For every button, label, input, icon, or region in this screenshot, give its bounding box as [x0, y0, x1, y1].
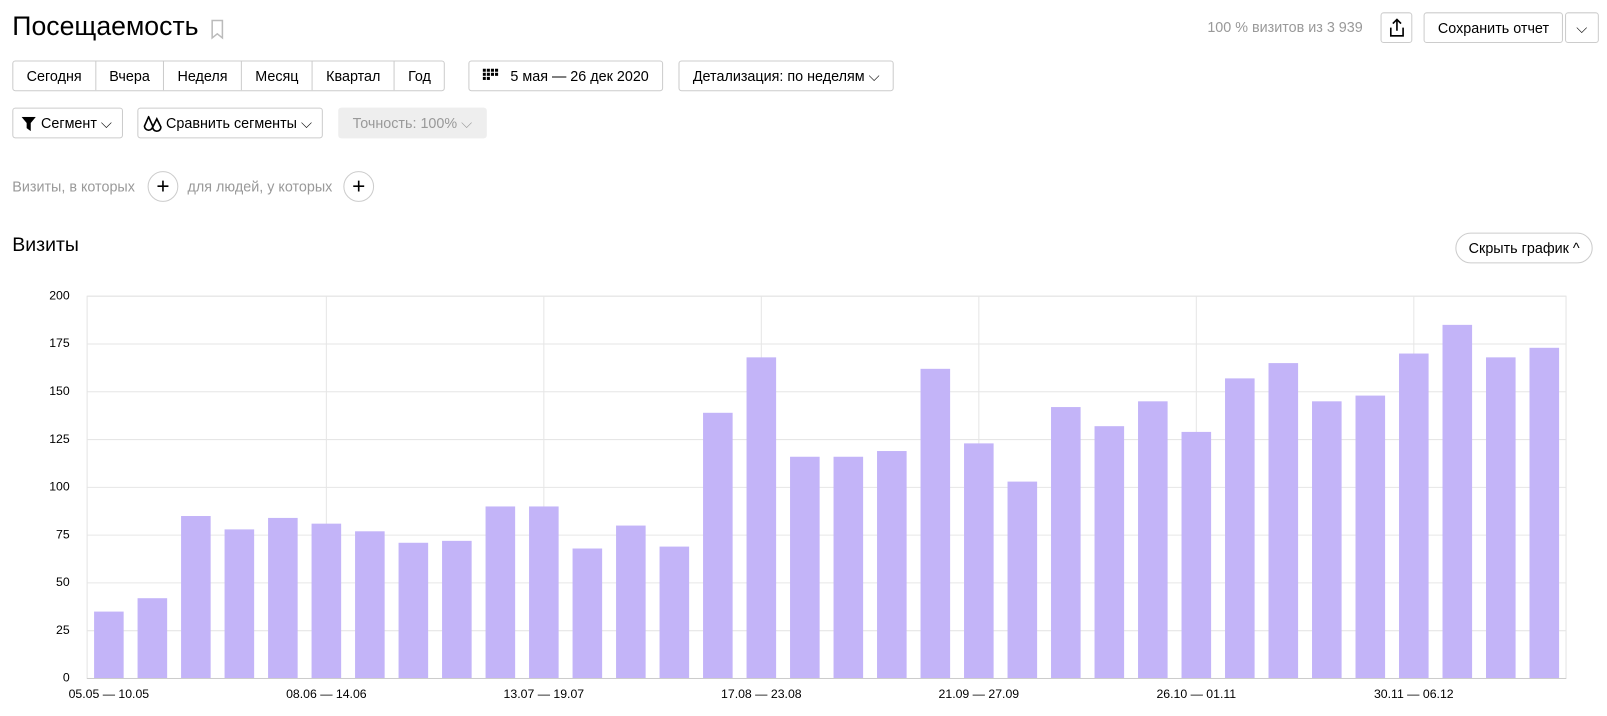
bar — [442, 540, 472, 679]
bar — [485, 506, 516, 679]
period-button[interactable]: Год — [408, 67, 431, 85]
bar — [659, 546, 690, 679]
bar — [398, 542, 429, 679]
bar — [94, 611, 124, 679]
bar — [1007, 481, 1038, 679]
bar — [181, 516, 211, 679]
calendar-icon — [482, 68, 499, 80]
y-tick-label: 0 — [63, 671, 70, 685]
bar — [616, 525, 646, 679]
detail-button[interactable]: Детализация: по неделям ⌵ — [678, 60, 894, 92]
y-tick-label: 50 — [56, 575, 70, 589]
bar — [746, 357, 777, 679]
bar — [1442, 324, 1473, 679]
bar — [877, 451, 907, 679]
bar — [1181, 431, 1212, 679]
detail-label: Детализация: по неделям — [692, 67, 865, 85]
date-range-button[interactable]: 5 мая — 26 дек 2020 — [468, 60, 664, 92]
bar — [920, 368, 951, 679]
add-people-filter[interactable]: + — [343, 171, 375, 202]
period-button[interactable]: Сегодня — [13, 61, 96, 91]
bar — [964, 443, 994, 679]
hide-chart-button[interactable]: Скрыть график ^ — [1455, 232, 1593, 264]
page-title: Посещаемость — [12, 10, 199, 41]
save-report-button[interactable]: Сохранить отчет — [1423, 12, 1564, 44]
y-tick-label: 200 — [49, 288, 70, 302]
filter-icon — [21, 116, 36, 132]
x-tick-label: 08.06 — 14.06 — [286, 687, 367, 701]
bar — [833, 456, 864, 679]
save-dropdown[interactable]: ⌵ — [1565, 12, 1599, 44]
bar — [311, 523, 342, 679]
bar — [529, 506, 559, 679]
bar — [1094, 426, 1125, 679]
visits-share: 100 % визитов из 3 939 — [1207, 18, 1363, 35]
bar — [1355, 395, 1386, 679]
bar — [1399, 353, 1429, 679]
bar — [1268, 363, 1299, 679]
bar — [1486, 357, 1516, 679]
y-tick-label: 25 — [56, 623, 70, 637]
hide-chart-label: Скрыть график — [1468, 239, 1569, 257]
accuracy-button[interactable]: Точность: 100% ⌵ — [338, 107, 487, 139]
people-filter-label: для людей, у которых — [187, 178, 333, 195]
compare-icon — [143, 115, 162, 132]
x-tick-label: 21.09 — 27.09 — [939, 687, 1020, 701]
y-tick-label: 150 — [49, 384, 70, 398]
y-tick-label: 125 — [49, 432, 70, 446]
bar — [1312, 401, 1342, 679]
period-button[interactable]: Вчера — [96, 61, 165, 91]
bar — [703, 412, 733, 679]
compare-button[interactable]: Сравнить сегменты ⌵ — [137, 107, 324, 139]
bar — [1051, 407, 1081, 679]
period-group: Сегодня Вчера Неделя Месяц Квартал Год — [12, 60, 446, 92]
bar — [268, 517, 298, 679]
period-button[interactable]: Месяц — [242, 61, 313, 91]
segment-button[interactable]: Сегмент ⌵ — [12, 107, 124, 139]
x-tick-label: 26.10 — 01.11 — [1156, 687, 1236, 701]
bar — [1138, 401, 1168, 679]
chart: 0 25 50 75 100 125 150 175 200 05.05 — 10.05 08.06… — [49, 288, 1567, 701]
visits-filter-label: Визиты, в которых — [12, 178, 135, 195]
period-button[interactable]: Неделя — [164, 61, 242, 91]
y-tick-label: 100 — [49, 480, 70, 494]
compare-label: Сравнить сегменты — [166, 114, 297, 132]
bar — [355, 531, 385, 679]
share-icon — [1389, 18, 1404, 37]
period-button[interactable]: Квартал — [313, 61, 395, 91]
bar — [224, 529, 255, 679]
x-tick-label: 30.11 — 06.12 — [1374, 687, 1454, 701]
add-visits-filter[interactable]: + — [147, 171, 179, 202]
chart-title: Визиты — [12, 234, 79, 257]
segment-label: Сегмент — [40, 114, 97, 132]
bookmark-icon[interactable] — [210, 19, 224, 40]
x-tick-label: 17.08 — 23.08 — [721, 687, 802, 701]
y-tick-label: 75 — [56, 527, 70, 541]
x-tick-label: 05.05 — 10.05 — [69, 687, 150, 701]
accuracy-label: Точность: 100% — [352, 114, 458, 132]
bar — [1225, 378, 1255, 679]
bar — [137, 598, 168, 679]
bar — [572, 548, 603, 679]
share-button[interactable] — [1380, 12, 1413, 44]
bar — [790, 456, 820, 679]
x-tick-label: 13.07 — 19.07 — [504, 687, 585, 701]
y-tick-label: 175 — [49, 336, 70, 350]
bar — [1529, 347, 1560, 679]
